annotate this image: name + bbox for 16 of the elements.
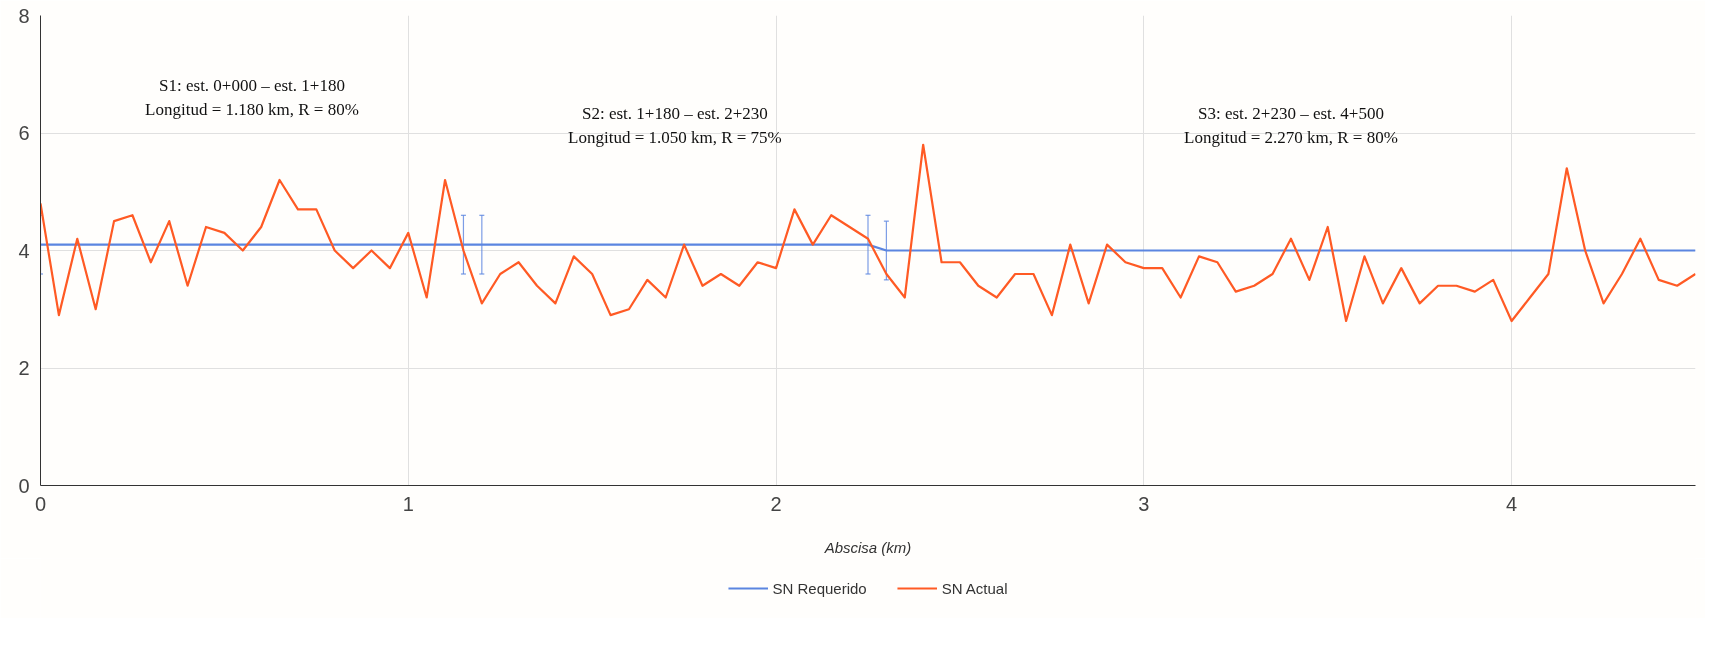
- annotation: S3: est. 2+230 – est. 4+500 Longitud = 2.270 km, R = 80%: [1184, 104, 1398, 148]
- y-tick-label: 4: [18, 239, 30, 262]
- y-tick-label: 8: [18, 4, 30, 27]
- annotation: S2: est. 1+180 – est. 2+230 Longitud = 1.050 km, R = 75%: [568, 104, 782, 148]
- x-tick-label: 3: [1138, 492, 1150, 515]
- legend-label: SN Actual: [941, 579, 1008, 597]
- y-tick-label: 6: [18, 122, 30, 144]
- y-tick-label: 0: [18, 474, 30, 497]
- x-tick-label: 0: [34, 492, 47, 515]
- y-tick-label: 2: [18, 357, 30, 379]
- annotation: S1: est. 0+000 – est. 1+180 Longitud = 1.180 km, R = 80%: [145, 76, 359, 120]
- x-tick-label: 1: [402, 492, 414, 515]
- x-tick-label: 2: [770, 492, 782, 515]
- x-axis-title: Abscisa (km): [823, 538, 912, 556]
- x-tick-label: 4: [1506, 492, 1518, 515]
- legend-label: SN Requerido: [772, 579, 867, 597]
